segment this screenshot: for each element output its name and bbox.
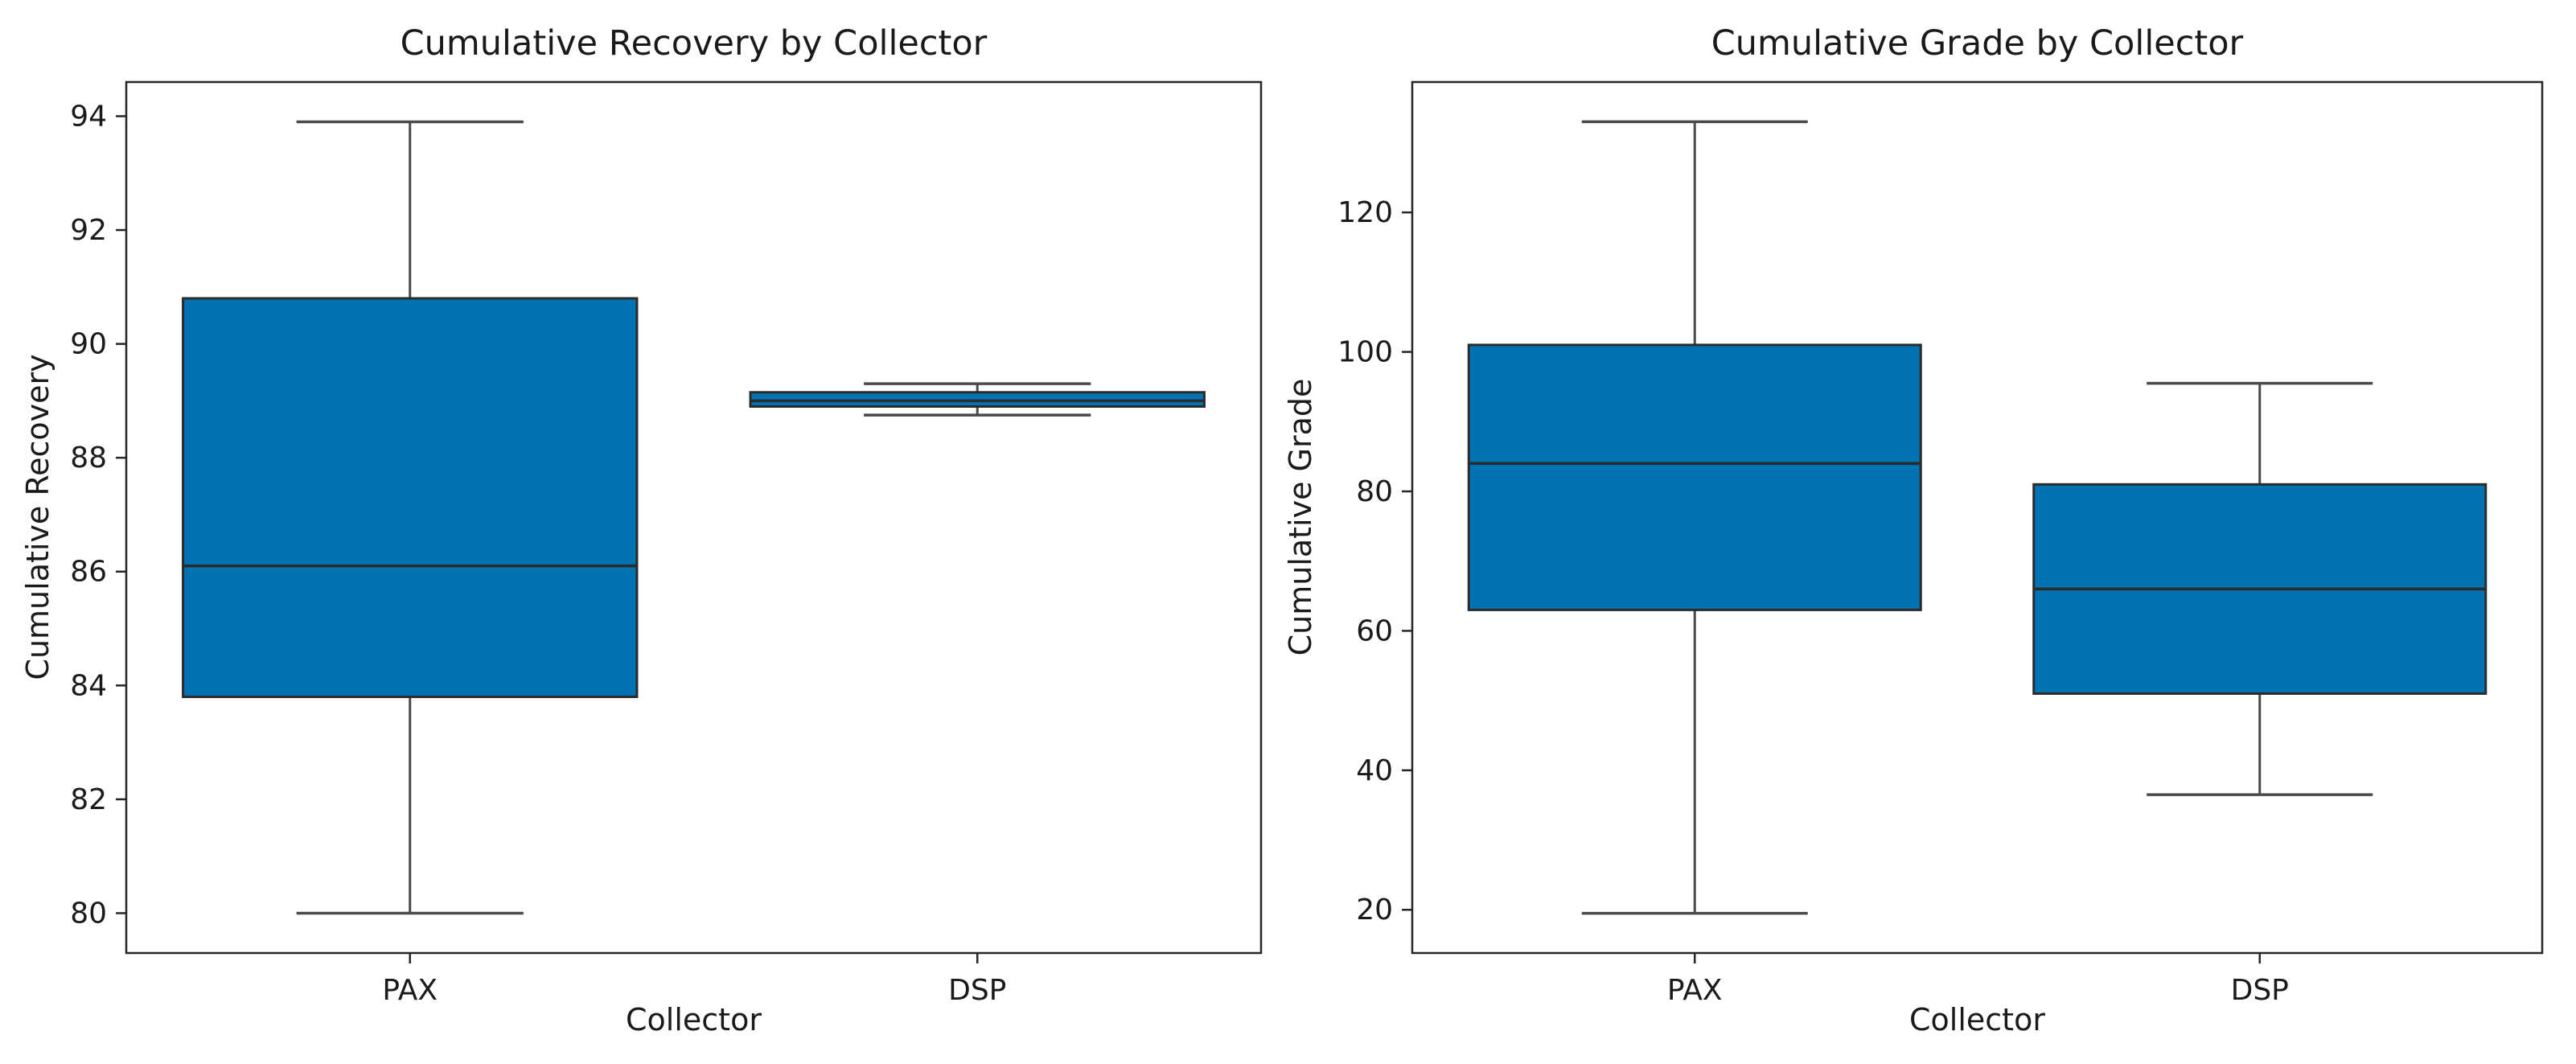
right-x-tick-label: PAX	[1667, 974, 1723, 1007]
left-plot-title: Cumulative Recovery by Collector	[400, 23, 988, 64]
left-y-tick-label: 82	[70, 783, 107, 816]
right-x-tick-label: DSP	[2231, 974, 2289, 1007]
left-iqr-box-dsp	[749, 391, 1206, 408]
left-x-tick-label: DSP	[948, 974, 1006, 1007]
left-iqr-box-pax	[182, 297, 639, 698]
left-y-tick-label: 92	[70, 214, 107, 247]
left-y-tick-label: 80	[70, 897, 107, 930]
right-iqr-box-pax	[1467, 343, 1922, 611]
left-y-tick-label: 94	[70, 100, 107, 133]
left-yaxis-label: Cumulative Recovery	[20, 354, 55, 680]
right-y-tick-label: 40	[1356, 754, 1393, 787]
left-y-tick-label: 84	[70, 669, 107, 702]
right-y-tick-label: 80	[1356, 475, 1393, 508]
right-y-tick-label: 120	[1337, 196, 1393, 229]
right-y-tick-label: 60	[1356, 614, 1393, 647]
left-y-tick-label: 86	[70, 556, 107, 589]
right-y-tick-label: 20	[1356, 894, 1393, 926]
left-xaxis-label: Collector	[626, 1002, 762, 1037]
right-yaxis-label: Cumulative Grade	[1283, 378, 1318, 656]
left-x-tick-label: PAX	[382, 974, 438, 1007]
left-y-tick-label: 90	[70, 328, 107, 361]
left-y-tick-label: 88	[70, 442, 107, 474]
right-plot-title: Cumulative Grade by Collector	[1711, 23, 2244, 64]
right-xaxis-label: Collector	[1909, 1002, 2045, 1037]
right-y-tick-label: 100	[1337, 336, 1393, 369]
